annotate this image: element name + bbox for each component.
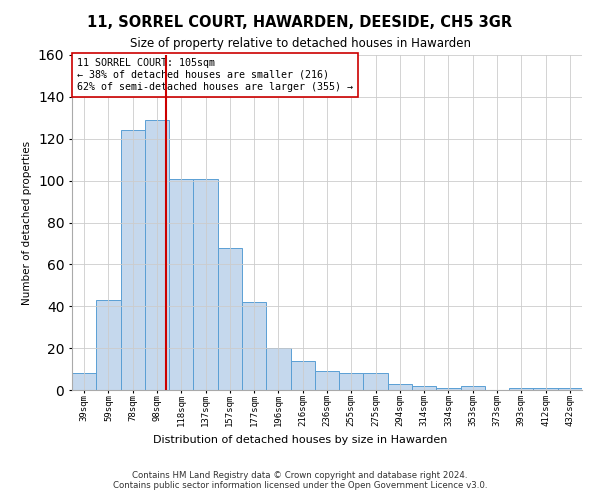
Bar: [364, 373, 388, 390]
Bar: [509, 388, 533, 390]
Bar: [412, 386, 436, 390]
Bar: [121, 130, 145, 390]
Bar: [72, 373, 96, 390]
Text: 11 SORREL COURT: 105sqm
← 38% of detached houses are smaller (216)
62% of semi-d: 11 SORREL COURT: 105sqm ← 38% of detache…: [77, 58, 353, 92]
Bar: [145, 120, 169, 390]
Y-axis label: Number of detached properties: Number of detached properties: [22, 140, 32, 304]
Bar: [339, 373, 364, 390]
Bar: [388, 384, 412, 390]
Text: 11, SORREL COURT, HAWARDEN, DEESIDE, CH5 3GR: 11, SORREL COURT, HAWARDEN, DEESIDE, CH5…: [88, 15, 512, 30]
Bar: [218, 248, 242, 390]
Bar: [290, 360, 315, 390]
Bar: [315, 371, 339, 390]
Bar: [436, 388, 461, 390]
Text: Distribution of detached houses by size in Hawarden: Distribution of detached houses by size …: [153, 435, 447, 445]
Bar: [533, 388, 558, 390]
Bar: [169, 178, 193, 390]
Text: Contains HM Land Registry data © Crown copyright and database right 2024.
Contai: Contains HM Land Registry data © Crown c…: [113, 470, 487, 490]
Bar: [193, 178, 218, 390]
Text: Size of property relative to detached houses in Hawarden: Size of property relative to detached ho…: [130, 38, 470, 51]
Bar: [96, 300, 121, 390]
Bar: [558, 388, 582, 390]
Bar: [266, 348, 290, 390]
Bar: [242, 302, 266, 390]
Bar: [461, 386, 485, 390]
